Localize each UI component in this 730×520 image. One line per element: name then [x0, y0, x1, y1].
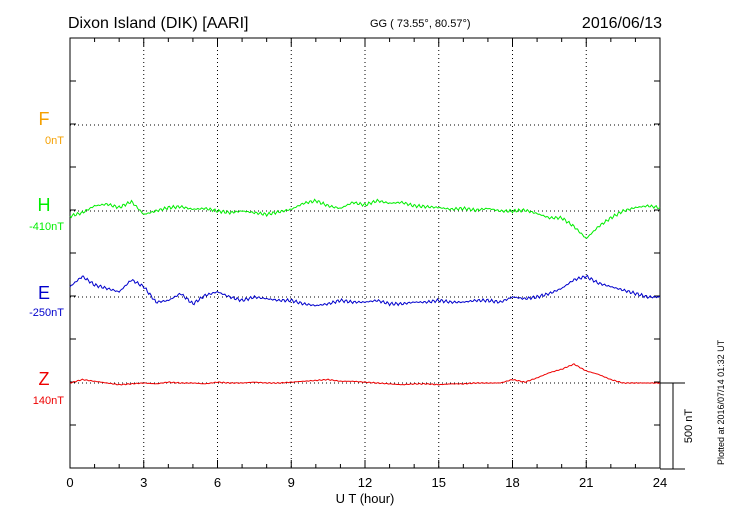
series-offset-h: -410nT	[29, 221, 64, 233]
plotted-at-note: Plotted at 2016/07/14 01:32 UT	[716, 339, 726, 465]
grid-lines	[70, 38, 660, 468]
series-offset-f: 0nT	[45, 135, 64, 147]
series-name-f: F	[39, 109, 50, 129]
series-line-e	[69, 274, 661, 307]
x-tick-label: 21	[579, 475, 593, 490]
series-labels: F 0nT H -410nT E -250nT Z 140nT	[29, 109, 64, 407]
series-name-e: E	[38, 283, 50, 303]
x-tick-labels: 0 3 6 9 12 15 18 21 24	[66, 475, 667, 490]
series-name-h: H	[38, 195, 51, 215]
x-axis-label: U T (hour)	[336, 491, 395, 506]
x-tick-label: 9	[288, 475, 295, 490]
x-tick-label: 0	[66, 475, 73, 490]
scale-bar-label: 500 nT	[683, 409, 695, 444]
x-tick-label: 24	[653, 475, 667, 490]
station-coordinates: GG ( 73.55°, 80.57°)	[370, 18, 471, 30]
series-name-z: Z	[39, 369, 50, 389]
x-tick-label: 6	[214, 475, 221, 490]
series-line-h	[69, 198, 661, 239]
date-label: 2016/06/13	[582, 15, 662, 32]
series-line-z	[69, 363, 661, 386]
scale-bar: 500 nT	[660, 382, 695, 470]
x-tick-label: 3	[140, 475, 147, 490]
x-tick-label: 12	[358, 475, 372, 490]
series-lines	[69, 198, 661, 386]
x-tick-label: 18	[505, 475, 519, 490]
station-title: Dixon Island (DIK) [AARI]	[68, 15, 249, 32]
x-tick-label: 15	[432, 475, 446, 490]
series-offset-z: 140nT	[33, 395, 64, 407]
axis-ticks	[69, 38, 661, 468]
series-offset-e: -250nT	[29, 307, 64, 319]
